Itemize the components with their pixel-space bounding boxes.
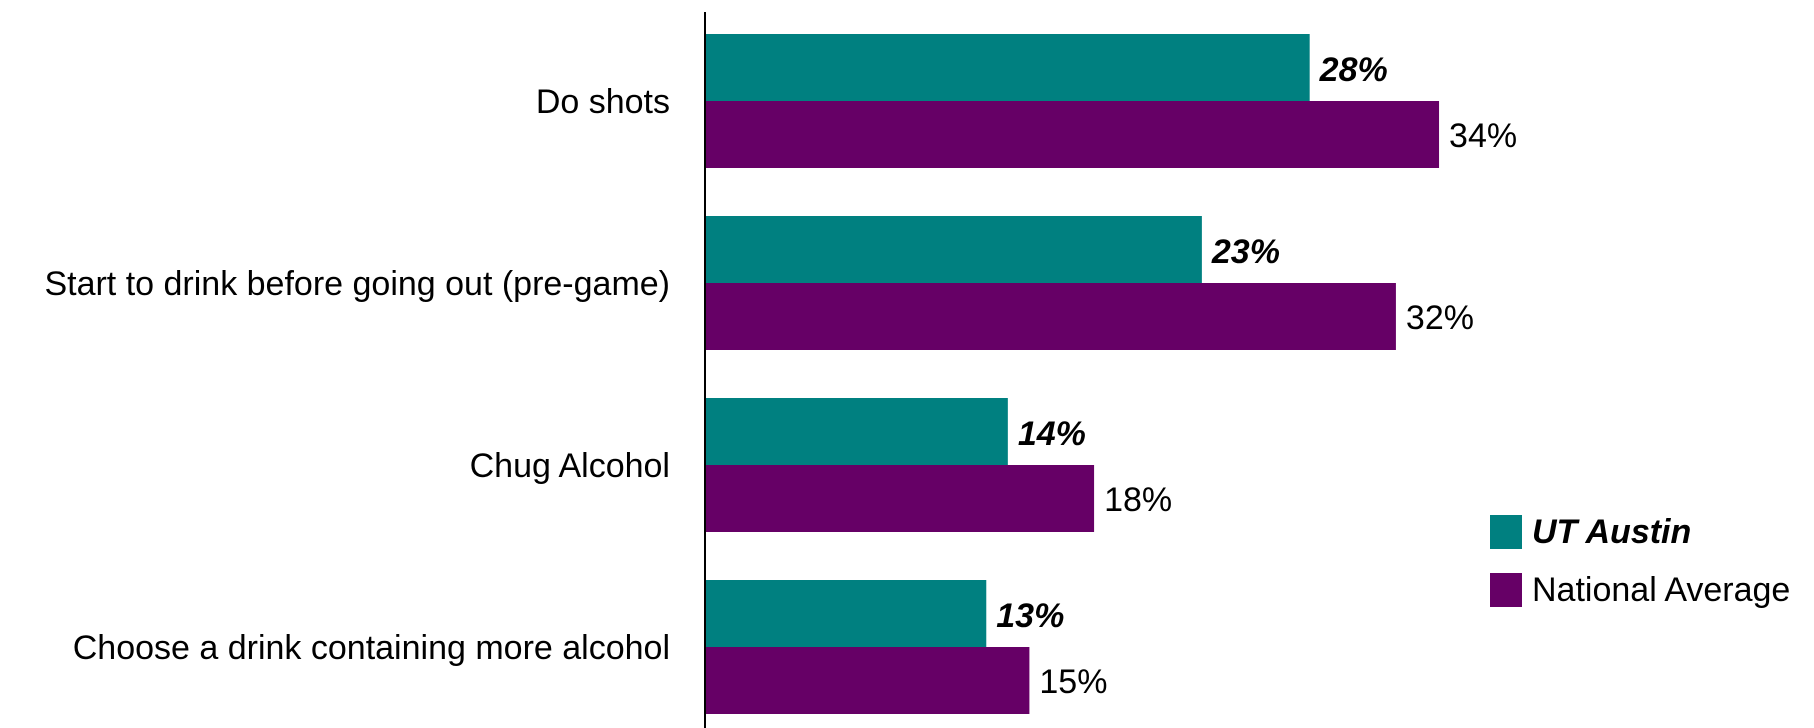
bar-national-average-chug-alcohol	[706, 465, 1095, 532]
legend-swatch-national-average	[1490, 573, 1522, 607]
value-label-ut-austin-chug-alcohol: 14%	[1018, 415, 1086, 453]
bar-ut-austin-choose-a-drink-containing-more-alcohol	[706, 580, 987, 647]
category-label-choose-a-drink-containing-more-alcohol: Choose a drink containing more alcohol	[73, 629, 670, 667]
category-label-chug-alcohol: Chug Alcohol	[470, 447, 670, 485]
bar-national-average-do-shots	[706, 101, 1440, 168]
value-label-national-average-choose-a-drink-containing-more-alcohol: 15%	[1039, 663, 1107, 701]
category-label-do-shots: Do shots	[536, 83, 670, 121]
bar-ut-austin-chug-alcohol	[706, 398, 1008, 465]
bars-group	[706, 34, 1440, 714]
category-labels-group: Do shots Start to drink before going out …	[44, 83, 670, 667]
bar-national-average-start-to-drink-before-going-out-pre-game	[706, 283, 1396, 350]
value-label-national-average-do-shots: 34%	[1449, 117, 1517, 155]
value-label-national-average-chug-alcohol: 18%	[1104, 481, 1172, 519]
bar-ut-austin-start-to-drink-before-going-out-pre-game	[706, 216, 1202, 283]
category-label-start-to-drink-before-going-out-pre-game: Start to drink before going out (pre-gam…	[44, 265, 670, 303]
value-label-ut-austin-choose-a-drink-containing-more-alcohol: 13%	[996, 597, 1064, 635]
legend: UT Austin National Average	[1490, 513, 1790, 609]
bar-national-average-choose-a-drink-containing-more-alcohol	[706, 647, 1030, 714]
legend-label-national-average: National Average	[1532, 571, 1790, 609]
value-label-ut-austin-do-shots: 28%	[1319, 51, 1388, 89]
value-label-ut-austin-start-to-drink-before-going-out-pre-game: 23%	[1211, 233, 1280, 271]
bar-ut-austin-do-shots	[706, 34, 1310, 101]
legend-label-ut-austin: UT Austin	[1532, 513, 1691, 551]
value-labels-group: 28% 34% 23% 32% 14% 18% 13% 15%	[996, 51, 1517, 701]
legend-swatch-ut-austin	[1490, 515, 1522, 549]
value-label-national-average-start-to-drink-before-going-out-pre-game: 32%	[1406, 299, 1474, 337]
